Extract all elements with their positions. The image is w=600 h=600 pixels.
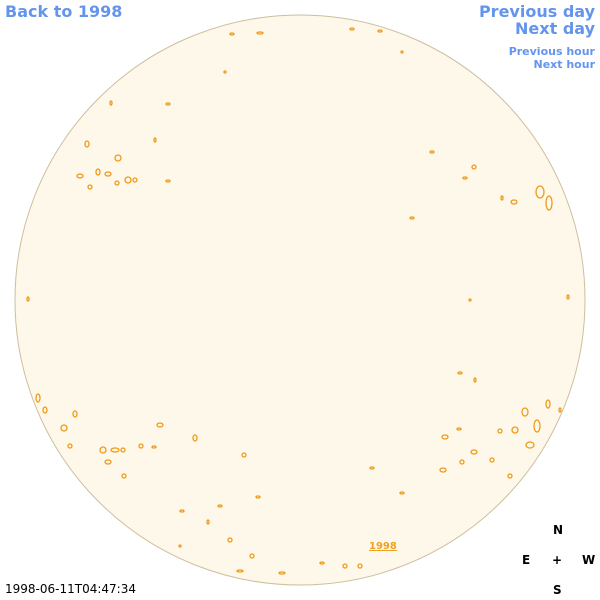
compass-west: W — [582, 553, 596, 567]
magnetic-contours — [26, 27, 570, 575]
solar-disk — [14, 14, 586, 586]
compass-center: + — [552, 553, 563, 567]
next-hour-link[interactable]: Next hour — [533, 58, 596, 71]
previous-day-link[interactable]: Previous day — [478, 2, 595, 21]
back-link[interactable]: Back to 1998 — [5, 2, 123, 21]
compass-east: E — [522, 553, 531, 567]
next-day-link[interactable]: Next day — [515, 19, 595, 38]
image-link[interactable]: 1998 — [369, 541, 397, 552]
compass-north: N — [553, 523, 564, 537]
compass-south: S — [553, 583, 562, 597]
previous-hour-link[interactable]: Previous hour — [508, 45, 595, 58]
timestamp: 1998-06-11T04:47:34 — [5, 582, 136, 596]
